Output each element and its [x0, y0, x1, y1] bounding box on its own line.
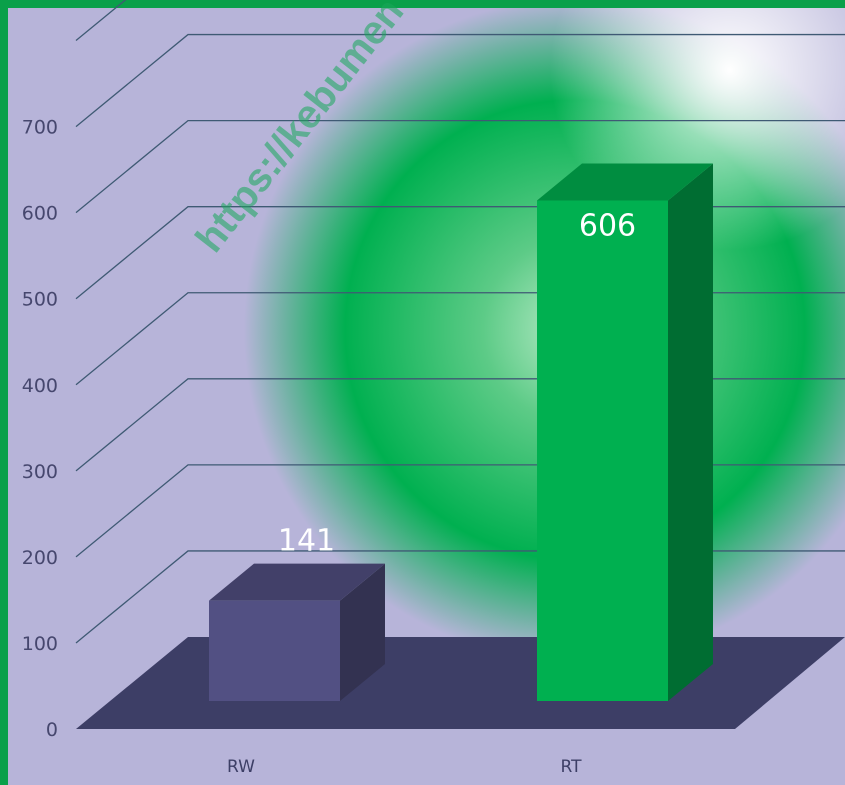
y-tick-label: 600	[22, 203, 58, 225]
y-tick-label: 300	[22, 461, 58, 483]
y-tick-label: 400	[22, 375, 58, 397]
x-tick-label: RW	[227, 757, 255, 777]
bar-rt	[537, 163, 713, 702]
y-tick-label: 500	[22, 289, 58, 311]
bar-side	[340, 563, 385, 701]
data-label: 141	[278, 524, 335, 559]
y-tick-label: 100	[22, 633, 58, 655]
bar-front	[209, 600, 340, 701]
bar-front	[537, 200, 668, 702]
y-tick-label: 0	[46, 719, 58, 741]
bar-top	[209, 563, 385, 601]
bar-side	[668, 163, 713, 702]
y-tick-label: 200	[22, 547, 58, 569]
gridline	[75, 119, 845, 214]
bar-rw	[209, 563, 385, 701]
gridline	[75, 0, 127, 42]
chart-floor	[76, 637, 845, 729]
y-tick-label: 700	[22, 117, 58, 139]
x-tick-label: RT	[561, 757, 583, 777]
gridline	[75, 33, 845, 128]
data-label: 606	[579, 208, 636, 243]
bar-top	[537, 163, 713, 201]
